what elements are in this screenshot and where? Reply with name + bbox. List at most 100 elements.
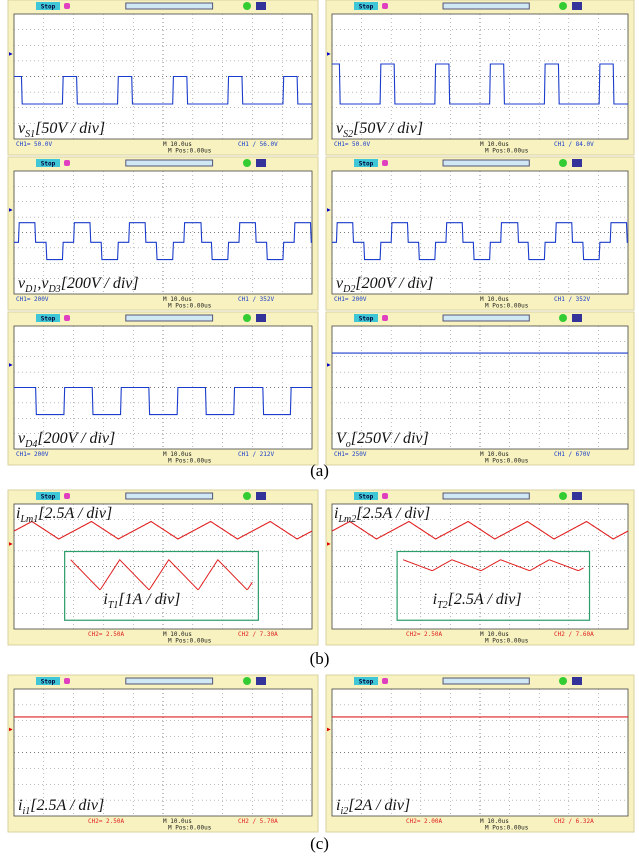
stop-text: Stop [359, 494, 374, 501]
label-part: [200V / div] [355, 275, 433, 292]
label-part: [50V / div] [353, 120, 423, 137]
pink-icon [382, 315, 388, 321]
stop-text: Stop [359, 161, 374, 168]
trigger-level: CH1 / 56.0V [238, 141, 278, 148]
pink-icon [64, 3, 70, 9]
trigger-level: CH1 / 670V [554, 451, 591, 458]
time-bar [443, 315, 529, 321]
icon [256, 2, 266, 10]
pink-icon [382, 493, 388, 499]
position: M Pos:0.00us [485, 303, 529, 310]
trigger-level: CH1 / 352V [238, 296, 275, 303]
channel-scale: CH2= 2.50A [88, 631, 125, 638]
position: M Pos:0.00us [168, 303, 212, 310]
icon [559, 492, 567, 500]
time-bar [443, 160, 529, 166]
scope-panel: Stop▶vS2[50V / div]CH1= 50.0VM 10.0usCH1… [326, 0, 634, 155]
channel-scale: CH1= 200V [334, 296, 367, 303]
channel-scale: CH1= 50.0V [334, 141, 371, 148]
pink-icon [382, 678, 388, 684]
time-bar [126, 315, 213, 321]
position: M Pos:0.00us [168, 638, 212, 645]
scope-panel: Stop▶iLm2[2.5A / div]iT2[2.5A / div]CH2=… [326, 490, 634, 645]
stop-text: Stop [41, 679, 56, 686]
position: M Pos:0.00us [485, 458, 529, 465]
label-part: [2.5A / div] [448, 591, 522, 608]
position: M Pos:0.00us [168, 825, 212, 832]
pink-icon [64, 493, 70, 499]
stop-text: Stop [41, 161, 56, 168]
label-part: S1 [25, 129, 35, 140]
label-part: S2 [343, 129, 353, 140]
scope-panel: Stop▶ii1[2.5A / div]CH2= 2.50AM 10.0usCH… [8, 675, 318, 832]
label-part: D1 [24, 284, 37, 295]
label-part: [1A / div] [118, 591, 180, 608]
trigger-level: CH1 / 212V [238, 451, 275, 458]
label-part: [2.5A / div] [38, 505, 112, 522]
position: M Pos:0.00us [485, 825, 529, 832]
icon [559, 314, 567, 322]
position: M Pos:0.00us [168, 148, 212, 155]
channel-scale: CH1= 50.0V [16, 141, 53, 148]
position: M Pos:0.00us [168, 458, 212, 465]
label-part: D3 [47, 284, 60, 295]
ch-marker: ▶ [327, 540, 331, 547]
channel-scale: CH1= 250V [334, 451, 367, 458]
ch-marker: ▶ [9, 207, 13, 214]
figure: Stop▶vS1[50V / div]CH1= 50.0VM 10.0usCH1… [0, 0, 639, 858]
trigger-level: CH1 / 84.0V [554, 141, 594, 148]
label-part: Lm1 [19, 514, 38, 525]
label-part: T1 [108, 600, 119, 611]
ch-marker: ▶ [9, 726, 13, 733]
icon [559, 2, 567, 10]
trigger-level: CH2 / 7.60A [554, 631, 594, 638]
pink-icon [64, 160, 70, 166]
stop-text: Stop [41, 316, 56, 323]
label-part: i2 [340, 806, 348, 817]
icon [572, 159, 582, 167]
time-bar [443, 3, 529, 9]
icon [572, 677, 582, 685]
trigger-level: CH2 / 5.70A [238, 818, 278, 825]
icon [256, 492, 266, 500]
time-bar [126, 678, 213, 684]
stop-text: Stop [41, 4, 56, 11]
icon [243, 492, 251, 500]
label-part: [250V / div] [351, 430, 429, 447]
label-part: i1 [22, 806, 30, 817]
time-bar [126, 493, 213, 499]
scope-panel: Stop▶iLm1[2.5A / div]iT1[1A / div]CH2= 2… [8, 490, 318, 645]
pink-icon [64, 315, 70, 321]
icon [256, 159, 266, 167]
time-bar [443, 678, 529, 684]
pink-icon [382, 160, 388, 166]
icon [559, 159, 567, 167]
label-part: [50V / div] [35, 120, 105, 137]
ch-marker: ▶ [327, 726, 331, 733]
label-part: [200V / div] [37, 430, 115, 447]
trigger-level: CH2 / 7.30A [238, 631, 278, 638]
ch-marker: ▶ [9, 540, 13, 547]
time-bar [443, 493, 529, 499]
icon [243, 314, 251, 322]
position: M Pos:0.00us [485, 148, 529, 155]
icon [256, 677, 266, 685]
label-part: [2A / div] [348, 797, 410, 814]
label-part: [2.5A / div] [356, 505, 430, 522]
label-part: [200V / div] [61, 275, 139, 292]
stop-text: Stop [359, 679, 374, 686]
ch-marker: ▶ [9, 50, 13, 57]
channel-scale: CH2= 2.50A [406, 631, 443, 638]
stop-text: Stop [359, 4, 374, 11]
icon [243, 2, 251, 10]
group-label: (b) [310, 649, 330, 668]
channel-scale: CH1= 200V [16, 296, 49, 303]
group-label: (c) [310, 834, 329, 853]
label-part: [2.5A / div] [30, 797, 104, 814]
label-part: T2 [437, 600, 448, 611]
